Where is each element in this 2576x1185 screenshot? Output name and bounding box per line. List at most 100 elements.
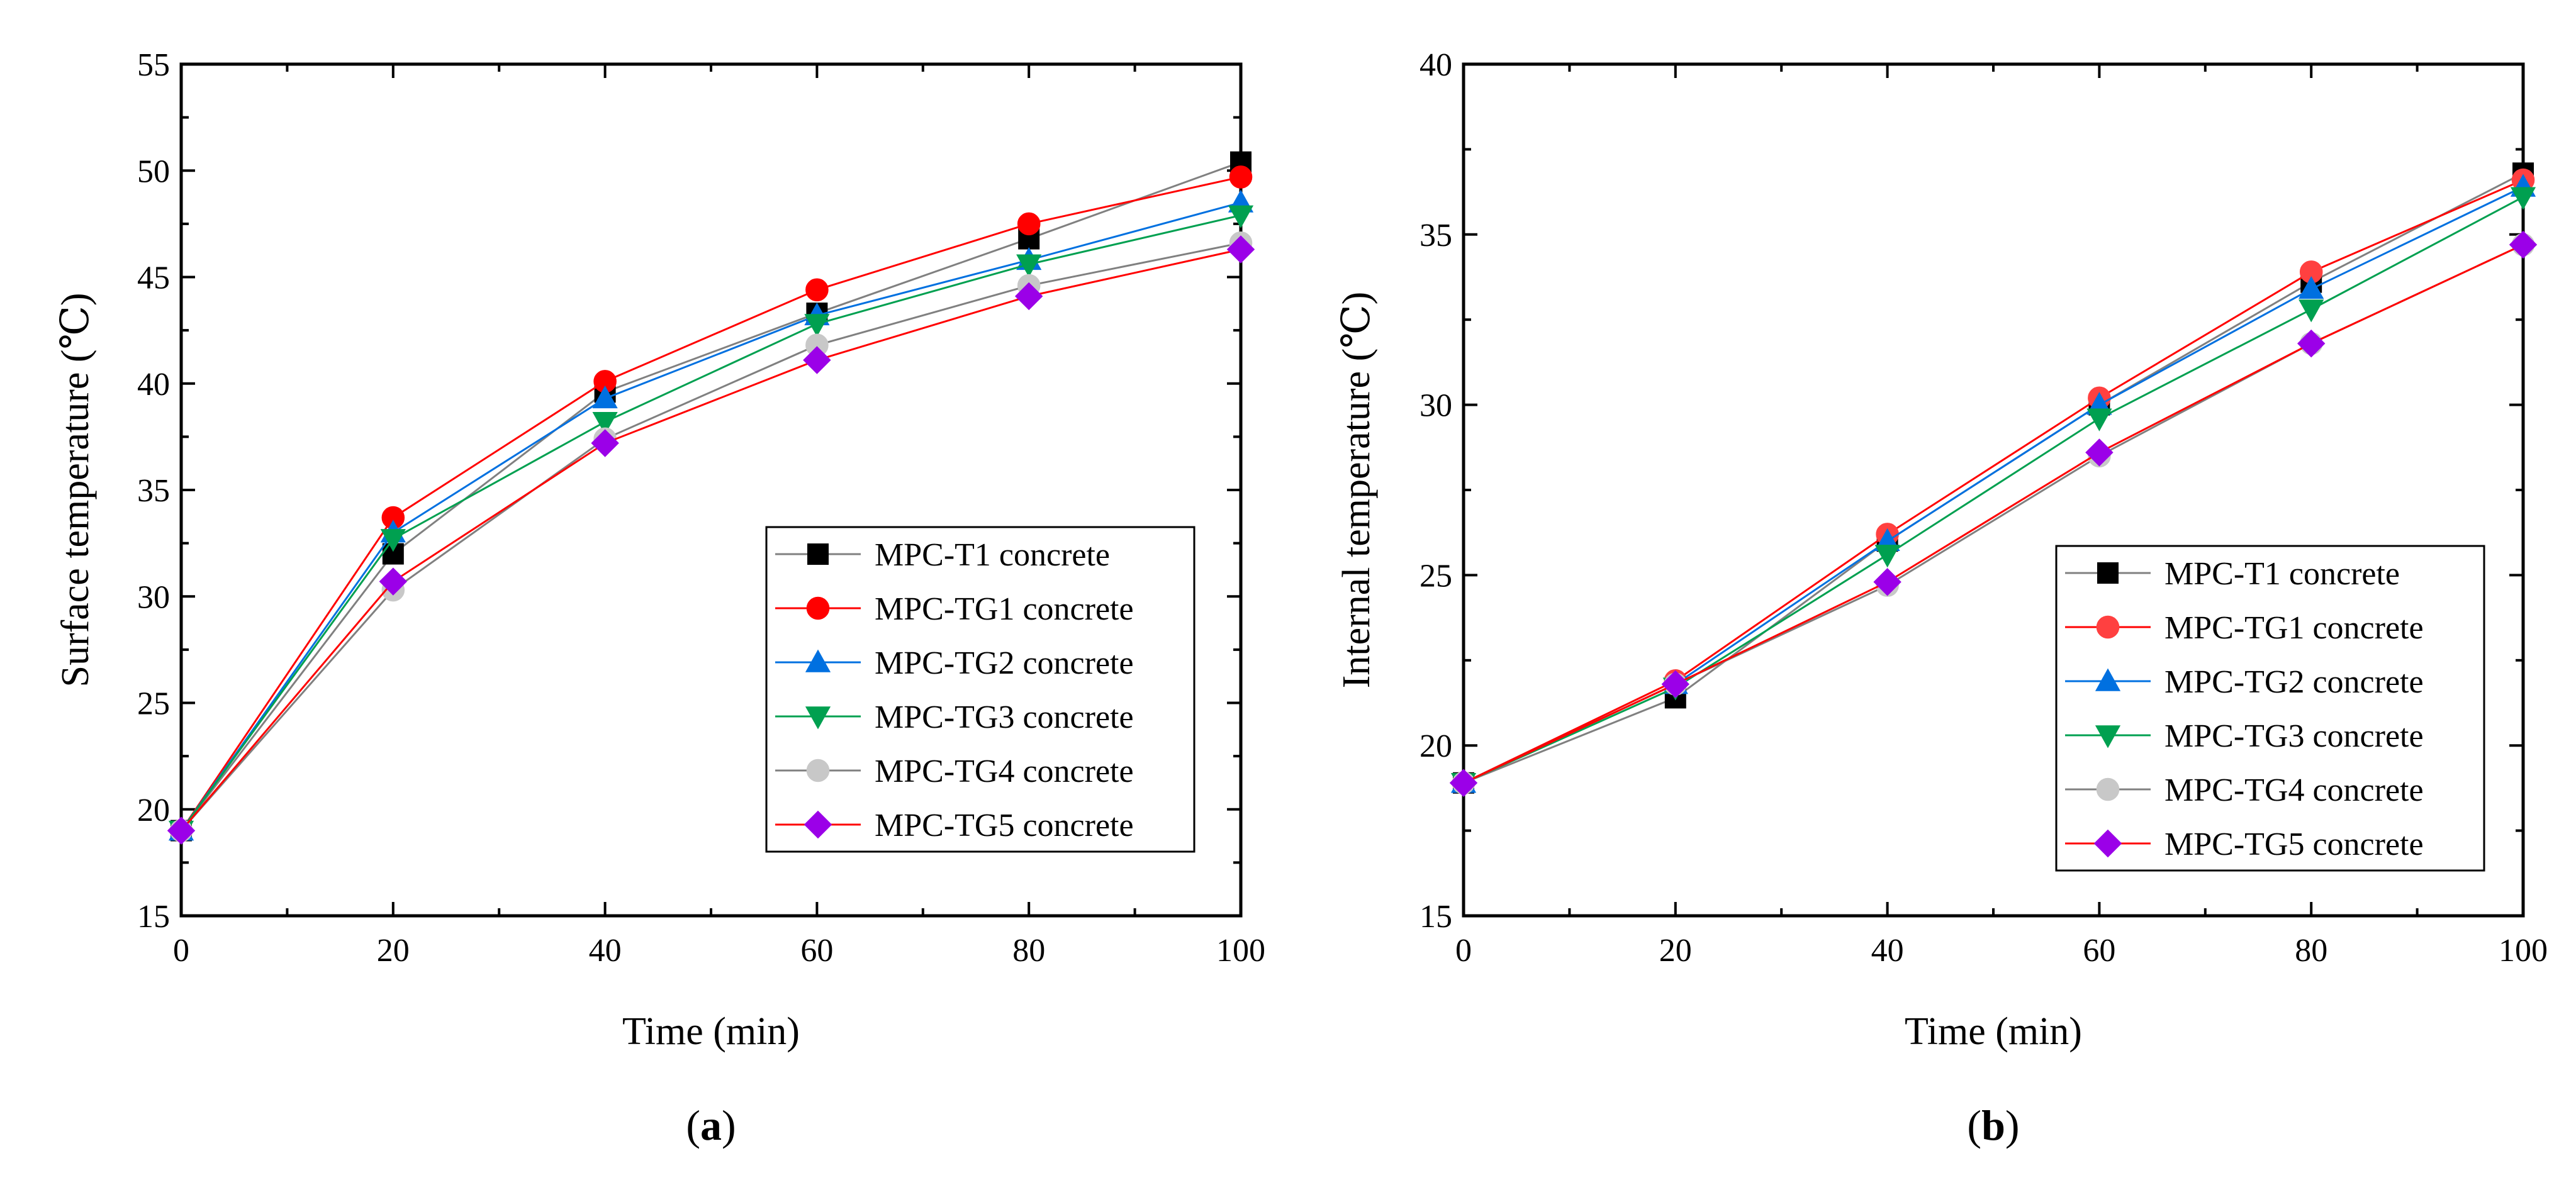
series-mpc-tg1-concrete	[169, 165, 1253, 842]
series-line	[180, 214, 1241, 832]
y-tick-label: 30	[137, 579, 170, 615]
series-line	[180, 248, 1241, 832]
y-tick-label: 15	[1420, 899, 1452, 935]
caption-paren-open: (	[1967, 1101, 1981, 1149]
data-point	[1449, 769, 1478, 797]
legend-marker	[2096, 615, 2120, 639]
x-tick-label: 80	[1012, 933, 1045, 969]
y-tick-label: 45	[137, 260, 170, 296]
caption-paren-close: )	[2005, 1101, 2020, 1149]
legend-marker	[807, 543, 829, 565]
legend-marker	[805, 649, 831, 672]
legend-label: MPC-TG4 concrete	[2164, 772, 2424, 808]
legend-item: MPC-TG3 concrete	[775, 699, 1134, 735]
series-line	[1463, 179, 2524, 784]
legend-marker	[805, 706, 831, 730]
y-tick-label: 15	[137, 899, 170, 935]
x-tick-label: 100	[1216, 933, 1265, 969]
y-tick-label: 20	[137, 793, 170, 828]
y-tick-label: 25	[1420, 558, 1452, 594]
data-point	[1874, 545, 1900, 568]
data-point	[803, 346, 831, 374]
legend-marker	[2096, 777, 2120, 801]
legend-item: MPC-TG4 concrete	[775, 754, 1134, 789]
chart-panel-a: 0 20 40 60 80 100 15 20 25 30 35 40 45 50 55 Time (min)…	[54, 47, 1265, 1149]
y-tick-label: 30	[1420, 388, 1452, 424]
series-line	[1463, 196, 2524, 784]
legend-marker	[804, 810, 832, 839]
series-mpc-tg5-concrete	[1449, 230, 2538, 797]
data-point	[2085, 438, 2114, 467]
legend-item: MPC-T1 concrete	[775, 537, 1110, 573]
x-axis-title: Time (min)	[1905, 1010, 2082, 1053]
legend-item: MPC-TG4 concrete	[2065, 772, 2424, 808]
legend-label: MPC-TG2 concrete	[875, 645, 1134, 681]
data-point	[591, 429, 619, 457]
data-point	[1014, 282, 1043, 311]
data-point	[380, 529, 406, 552]
legend-label: MPC-TG1 concrete	[875, 591, 1134, 627]
x-tick-label: 20	[377, 933, 410, 969]
x-tick-label: 0	[173, 933, 189, 969]
y-tick-label: 35	[1420, 218, 1452, 253]
legend-marker	[2095, 668, 2121, 691]
x-tick-label: 20	[1659, 933, 1692, 969]
legend-marker	[2093, 829, 2122, 858]
data-point	[1661, 670, 1690, 698]
y-tick-label: 25	[137, 686, 170, 722]
legend-label: MPC-TG5 concrete	[875, 808, 1134, 843]
panel-caption: (a)	[686, 1101, 736, 1149]
legend-box	[765, 526, 1196, 853]
caption-paren-close: )	[722, 1101, 736, 1149]
legend-label: MPC-TG4 concrete	[875, 754, 1134, 789]
legend-item: MPC-TG5 concrete	[775, 808, 1134, 843]
series-line	[180, 175, 1241, 832]
legend-label: MPC-TG1 concrete	[2164, 610, 2424, 646]
x-tick-label: 60	[2083, 933, 2115, 969]
x-axis-title: Time (min)	[622, 1010, 800, 1053]
y-axis-title: Surface temperature (℃)	[54, 292, 97, 687]
x-tick-label: 80	[2295, 933, 2327, 969]
data-point	[2509, 230, 2538, 259]
panel-caption: (b)	[1967, 1101, 2019, 1149]
legend-item: MPC-TG1 concrete	[2065, 610, 2424, 646]
data-point	[2299, 275, 2324, 299]
data-point	[1016, 254, 1042, 277]
data-point	[379, 567, 408, 596]
data-point	[592, 411, 618, 435]
data-point	[1017, 212, 1041, 236]
legend-marker	[2097, 562, 2119, 584]
series-line	[1463, 243, 2524, 784]
data-point	[1228, 205, 1254, 228]
data-point	[1229, 165, 1253, 189]
legend: MPC-T1 concrete MPC-TG1 concrete MPC-TG2 c…	[765, 526, 1196, 853]
legend-marker	[806, 596, 830, 620]
series-line	[180, 242, 1241, 832]
series-line	[180, 161, 1241, 832]
data-point	[805, 278, 829, 302]
data-point	[2510, 187, 2536, 210]
legend-box	[2055, 545, 2485, 872]
data-point	[592, 385, 618, 409]
y-tick-label: 40	[137, 367, 170, 403]
x-tick-label: 40	[1871, 933, 1904, 969]
legend-label: MPC-TG5 concrete	[2164, 826, 2424, 862]
data-point	[1873, 568, 1901, 596]
caption-letter: b	[1981, 1101, 2005, 1149]
legend: MPC-T1 concrete MPC-TG1 concrete MPC-TG2 c…	[2055, 545, 2485, 872]
x-tick-label: 60	[800, 933, 833, 969]
series-line	[180, 201, 1241, 832]
legend-item: MPC-TG2 concrete	[775, 645, 1134, 681]
data-point	[2086, 408, 2112, 431]
series-mpc-tg5-concrete	[167, 235, 1255, 845]
legend-item: MPC-TG1 concrete	[775, 591, 1134, 627]
chart-panel-b: 0 20 40 60 80 100 15 20 25 30 35 40 Time (min) Intern…	[1335, 47, 2548, 1149]
y-tick-label: 50	[137, 153, 170, 189]
legend-label: MPC-TG3 concrete	[875, 699, 1134, 735]
legend-label: MPC-T1 concrete	[2164, 556, 2400, 592]
legend-item: MPC-TG5 concrete	[2065, 826, 2424, 862]
legend-label: MPC-TG3 concrete	[2164, 718, 2424, 754]
legend-marker	[806, 759, 830, 782]
y-tick-label: 20	[1420, 728, 1452, 764]
data-point	[1226, 235, 1255, 264]
